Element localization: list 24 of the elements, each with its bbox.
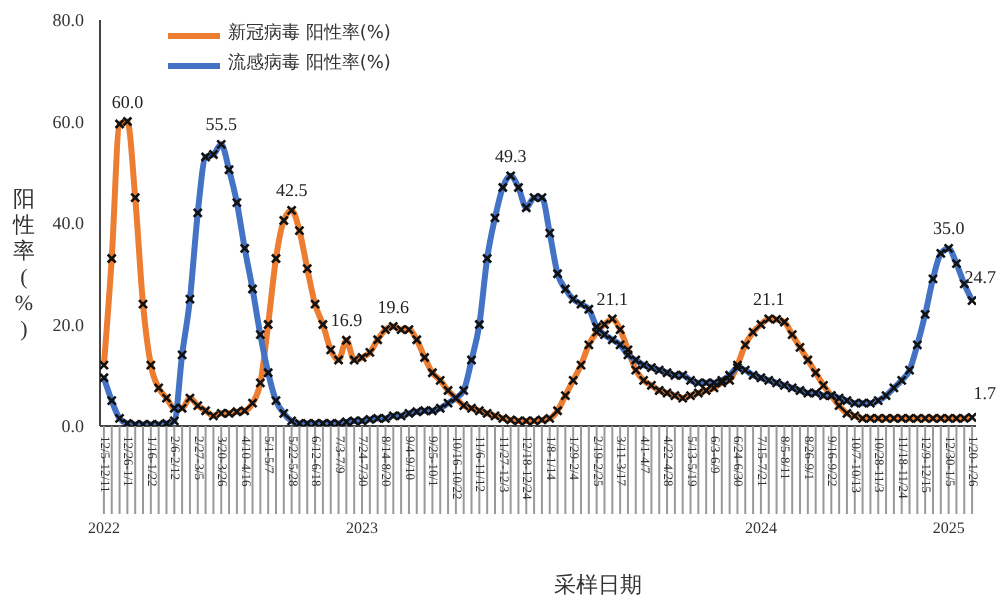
data-label: 60.0	[111, 91, 145, 112]
data-label: 21.1	[596, 288, 629, 309]
data-label: 49.3	[494, 145, 528, 166]
data-label: 42.5	[275, 180, 309, 201]
y-tick-label: 0.0	[61, 416, 85, 437]
data-label: 21.1	[752, 288, 785, 309]
data-label: 16.9	[330, 310, 364, 331]
data-label: 35.0	[932, 218, 966, 239]
annotation: 2025	[932, 519, 965, 538]
annotation: 2023	[346, 519, 379, 538]
legend-label: 流感病毒 阳性率(%)	[228, 51, 391, 78]
legend-label: 新冠病毒 阳性率(%)	[228, 21, 391, 48]
annotation: 2024	[744, 519, 777, 538]
x-axis-title: 采样日期	[554, 572, 642, 598]
y-tick-label: 60.0	[52, 111, 85, 132]
data-label: 24.7	[964, 266, 997, 287]
y-tick-label: 20.0	[52, 314, 85, 335]
data-label: 55.5	[205, 114, 238, 135]
y-tick-label: 80.0	[52, 10, 85, 31]
y-tick-label: 40.0	[52, 213, 85, 234]
data-label: 19.6	[377, 296, 411, 317]
y-axis-title: 阳性率 (%)	[11, 188, 35, 342]
annotation: 2022	[87, 519, 120, 538]
data-label: 1.7	[973, 383, 997, 404]
